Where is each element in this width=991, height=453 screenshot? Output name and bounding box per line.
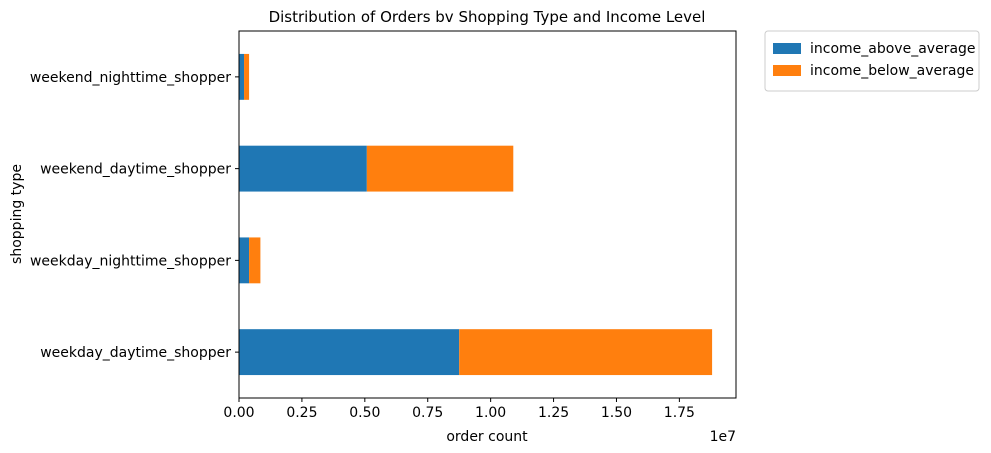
- x-tick-label: 1.75: [664, 405, 695, 421]
- legend-frame: [764, 30, 980, 92]
- y-tick-label: weekday_nighttime_shopper: [30, 253, 231, 269]
- bar-income_below_average-weekday_nighttime_shopper: [249, 237, 261, 284]
- bar-income_above_average-weekend_daytime_shopper: [239, 145, 367, 192]
- x-tick-label: 1.50: [601, 405, 632, 421]
- x-tick-label: 0.50: [349, 405, 380, 421]
- plot-frame: [238, 30, 737, 399]
- x-axis-label: order count: [446, 429, 528, 445]
- legend-label-income_above_average: income_above_average: [810, 41, 976, 57]
- y-tick-label: weekday_daytime_shopper: [40, 345, 231, 361]
- x-axis: 0.00 0.25 0.50 0.75 1.00 1.25 1.50 1.75: [223, 398, 695, 421]
- x-tick-label: 0.75: [412, 405, 443, 421]
- legend-label-income_below_average: income_below_average: [810, 63, 974, 79]
- chart-title: Distribution of Orders bv Shopping Type …: [269, 8, 706, 26]
- y-axis: weekday_daytime_shopper weekday_nighttime…: [30, 70, 239, 361]
- x-axis-scale-label: 1e7: [710, 429, 736, 445]
- y-axis-label: shopping type: [9, 164, 25, 264]
- x-tick-label: 1.00: [475, 405, 506, 421]
- legend-swatch-income_below_average: [773, 65, 801, 76]
- legend-swatch-income_above_average: [773, 43, 801, 54]
- bar-income_above_average-weekday_nighttime_shopper: [239, 237, 250, 284]
- bar-income_below_average-weekend_nighttime_shopper: [244, 53, 250, 100]
- bars-layer: [239, 53, 713, 376]
- bar-income_below_average-weekday_daytime_shopper: [459, 329, 713, 376]
- bar-income_above_average-weekend_nighttime_shopper: [239, 53, 245, 100]
- x-tick-label: 0.25: [286, 405, 317, 421]
- bar-income_above_average-weekday_daytime_shopper: [239, 329, 460, 376]
- y-tick-label: weekend_nighttime_shopper: [30, 70, 231, 86]
- x-tick-label: 1.25: [538, 405, 569, 421]
- y-tick-label: weekend_daytime_shopper: [40, 162, 231, 178]
- legend: income_above_average income_below_average: [764, 30, 980, 92]
- x-tick-label: 0.00: [223, 405, 254, 421]
- bar-income_below_average-weekend_daytime_shopper: [366, 145, 514, 192]
